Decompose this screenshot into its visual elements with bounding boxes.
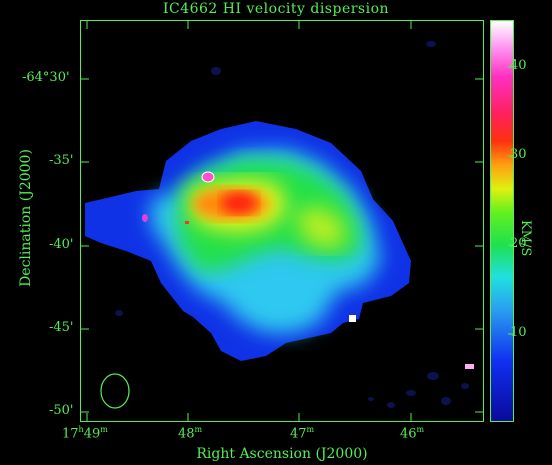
y-axis-label: Declination (J2000) xyxy=(18,149,34,287)
colorbar-tick-label: 30 xyxy=(510,147,527,162)
background-noise xyxy=(115,41,469,408)
colorbar-tick-label: 40 xyxy=(510,58,527,73)
hotspot-white-south xyxy=(349,315,356,322)
colorbar-tick-label: 10 xyxy=(510,325,527,340)
x-tick-label: 48m xyxy=(178,425,203,442)
image-panel xyxy=(80,20,484,422)
colorbar xyxy=(490,20,514,422)
y-tick-label: -64°30' xyxy=(22,70,70,85)
colorbar-gradient xyxy=(491,21,513,421)
hotspot-red-small xyxy=(185,221,189,224)
y-tick-label: -45' xyxy=(49,320,74,335)
beam-ellipse xyxy=(100,373,130,409)
x-axis-label: Right Ascension (J2000) xyxy=(196,446,368,462)
y-tick-label: -40' xyxy=(49,237,74,252)
x-tick-label: 46m xyxy=(400,425,425,442)
colorbar-unit-label: KM/S xyxy=(518,220,533,257)
axis-ticks xyxy=(81,21,483,421)
y-tick-label: -50' xyxy=(49,403,74,418)
x-tick-label: 47m xyxy=(290,425,315,442)
galaxy-yellow-east xyxy=(296,206,346,249)
hotspot-magenta-west xyxy=(142,214,148,222)
dispersion-peak-red xyxy=(221,192,257,214)
hotspot-magenta-north xyxy=(201,171,215,183)
velocity-dispersion-map xyxy=(81,21,483,421)
hotspot-pink-southeast xyxy=(465,364,474,369)
x-tick-label: 17h49m xyxy=(62,425,108,442)
figure-title: IC4662 HI velocity dispersion xyxy=(162,1,390,17)
colorbar-tick-label: 20 xyxy=(510,236,527,251)
y-tick-label: -35' xyxy=(49,153,74,168)
